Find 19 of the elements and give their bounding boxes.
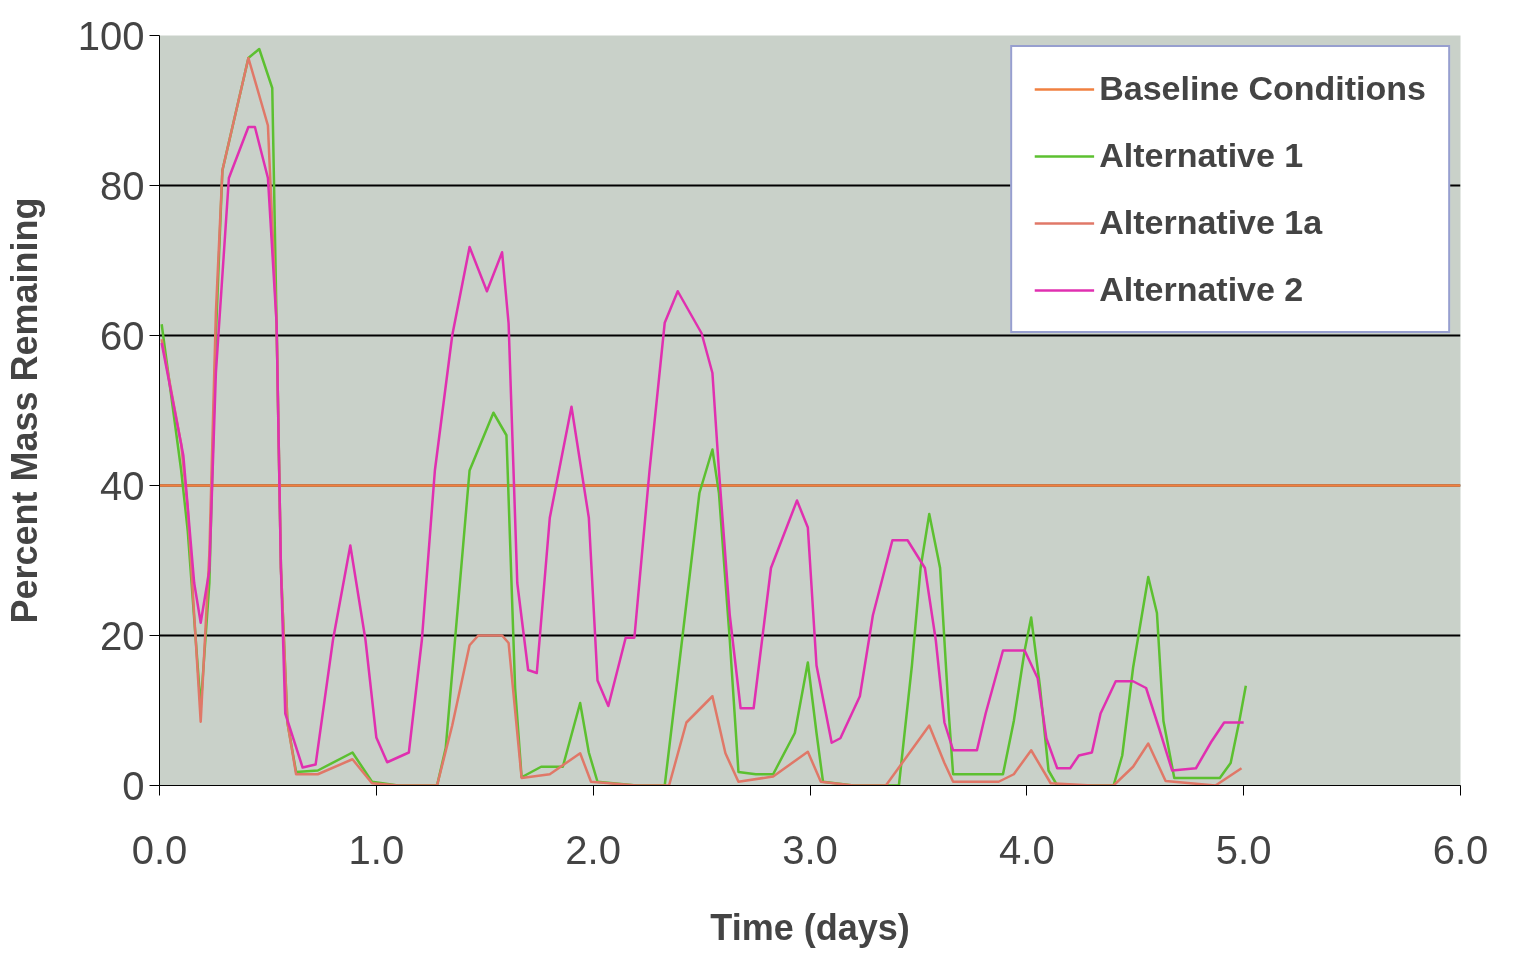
x-tick-label: 5.0 [1215,827,1272,872]
legend-label: Baseline Conditions [1099,69,1426,108]
legend-label: Alternative 2 [1099,270,1304,309]
legend-label: Alternative 1 [1099,136,1304,175]
x-axis-title: Time (days) [710,906,910,948]
y-tick-label: 100 [77,13,145,58]
x-tick-label: 6.0 [1432,827,1489,872]
y-axis-title: Percent Mass Remaining [3,197,45,624]
y-tick-label: 80 [100,163,145,208]
x-tick-label: 0.0 [131,827,188,872]
y-tick-label: 0 [122,763,145,808]
x-tick-label: 1.0 [348,827,405,872]
legend-label: Alternative 1a [1099,203,1323,242]
x-tick-label: 2.0 [565,827,621,872]
y-tick-label: 60 [100,313,145,358]
x-tick-label: 4.0 [999,827,1055,872]
y-tick-label: 20 [100,613,145,658]
x-tick-label: 3.0 [782,827,838,872]
y-tick-label: 40 [100,463,145,508]
